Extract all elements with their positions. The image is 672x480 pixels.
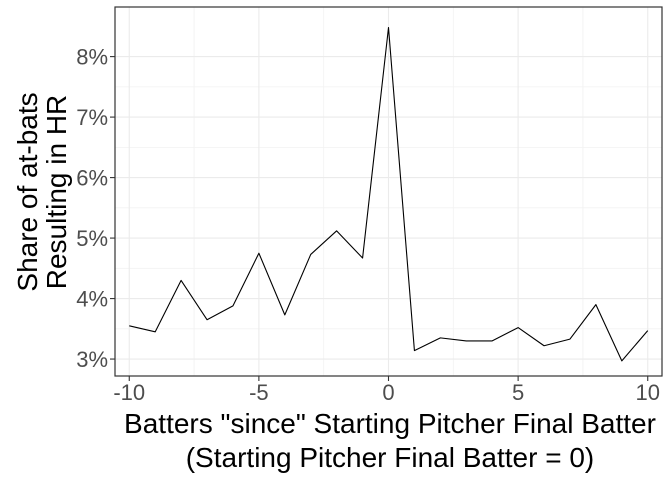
x-axis-title-line1: Batters "since" Starting Pitcher Final B… — [124, 408, 656, 439]
y-tick-label: 5% — [76, 226, 108, 251]
x-tick-label: 10 — [635, 380, 659, 405]
x-tick-label: 0 — [382, 380, 394, 405]
x-axis-title-line2: (Starting Pitcher Final Batter = 0) — [186, 442, 595, 473]
y-tick-label: 3% — [76, 347, 108, 372]
x-axis-ticks: -10 -5 0 5 10 — [113, 376, 660, 405]
series-layer — [129, 27, 649, 362]
major-gridlines — [115, 7, 662, 376]
x-tick-label: -5 — [249, 380, 269, 405]
y-axis-ticks: 3% 4% 5% 6% 7% 8% — [76, 45, 115, 372]
y-tick-label: 4% — [76, 287, 108, 312]
y-axis-title-line2: Resulting in HR — [41, 95, 72, 290]
series-line — [129, 27, 649, 362]
y-axis-title-line1: Share of at-bats — [12, 92, 43, 291]
y-tick-label: 7% — [76, 105, 108, 130]
x-tick-label: -10 — [113, 380, 145, 405]
x-tick-label: 5 — [512, 380, 524, 405]
y-tick-label: 6% — [76, 166, 108, 191]
y-tick-label: 8% — [76, 45, 108, 70]
